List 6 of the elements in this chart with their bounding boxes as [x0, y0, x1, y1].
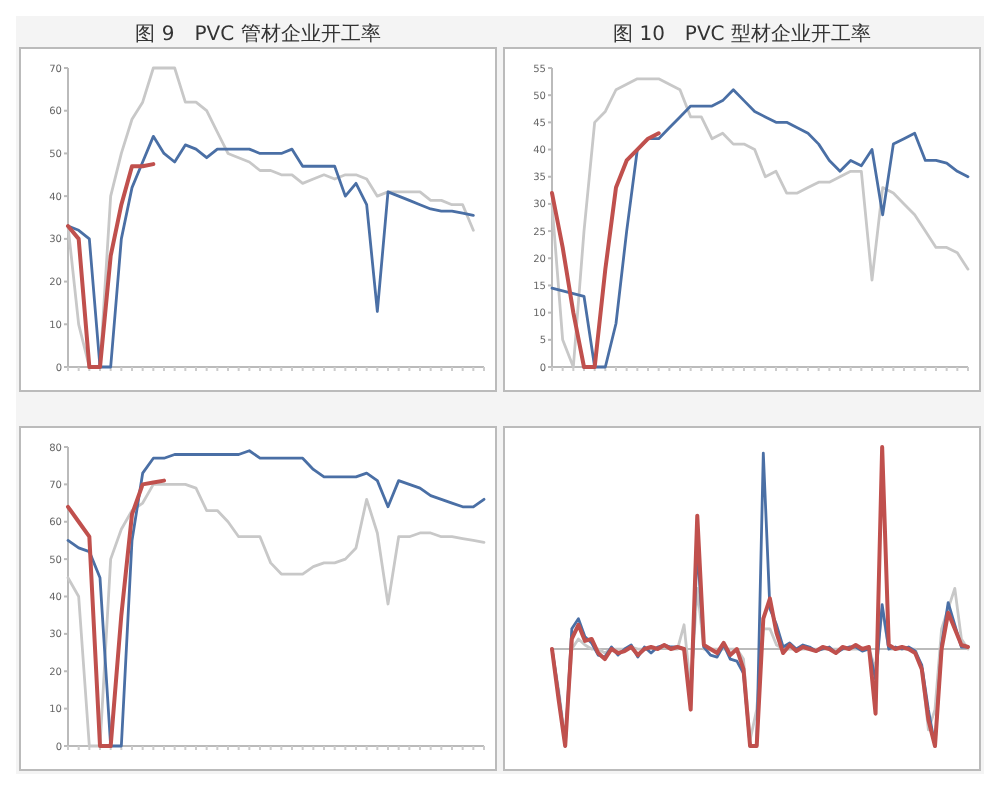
- line-series: [66, 478, 166, 748]
- line-series: [66, 134, 475, 369]
- chart-title: 图 10 PVC 型材企业开工率: [613, 22, 871, 46]
- line-series: [550, 131, 661, 369]
- chart-title: 图 9 PVC 管材企业开工率: [135, 22, 381, 46]
- line-series: [66, 162, 156, 369]
